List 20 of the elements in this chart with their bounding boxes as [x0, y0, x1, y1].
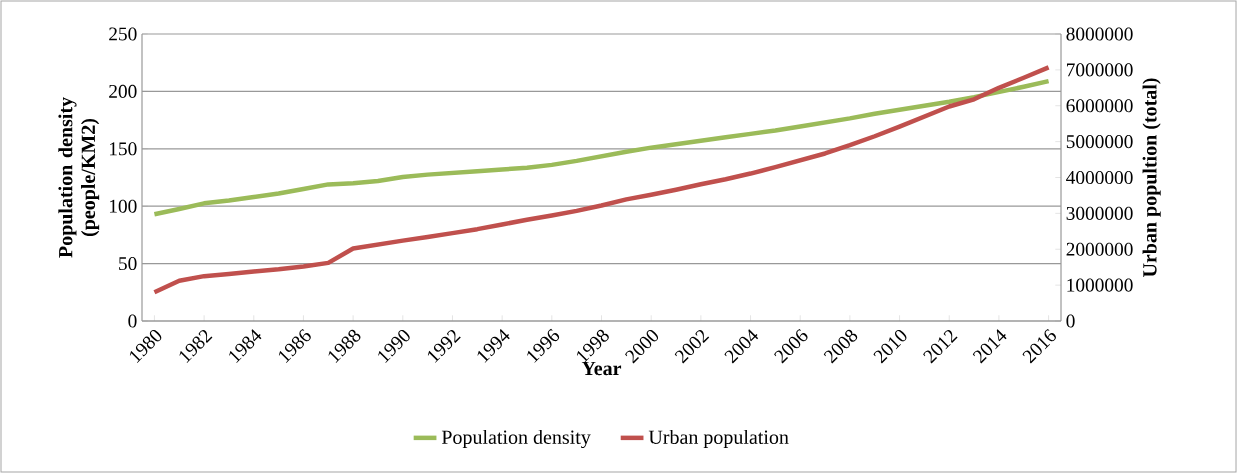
y2-tick-label: 0 [1066, 314, 1075, 328]
y-tick-label: 50 [119, 257, 137, 271]
y-tick-label: 200 [109, 84, 137, 98]
y2-tick-label: 8000000 [1066, 27, 1133, 41]
legend-label: Urban population [648, 429, 789, 449]
legend-label: Population density [441, 429, 591, 449]
y-tick-label: 0 [128, 314, 137, 328]
y-axis-title: Population density (people/KM2) [58, 97, 100, 258]
y2-tick-label: 1000000 [1067, 278, 1133, 292]
y-tick-label: 100 [109, 199, 137, 213]
y2-axis-title: Urban popultion (total) [1142, 78, 1161, 278]
x-axis-title: Year [581, 361, 622, 376]
y2-tick-label: 3000000 [1066, 206, 1133, 220]
y2-tick-label: 6000000 [1066, 99, 1133, 113]
y2-tick-label: 5000000 [1066, 135, 1133, 149]
y-tick-label: 250 [109, 27, 137, 41]
y2-tick-label: 4000000 [1066, 170, 1133, 185]
y2-tick-label: 2000000 [1066, 242, 1133, 256]
y-tick-label: 150 [109, 142, 137, 156]
y2-tick-label: 7000000 [1066, 63, 1133, 77]
